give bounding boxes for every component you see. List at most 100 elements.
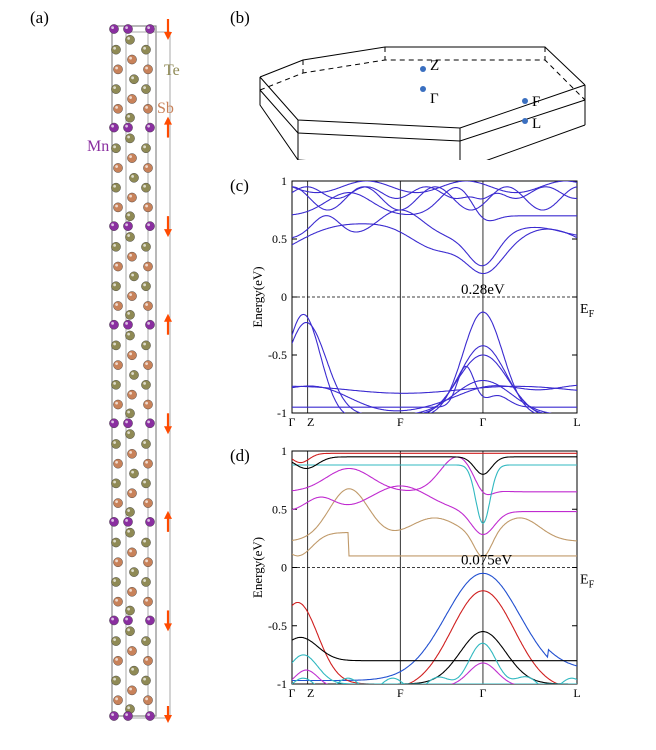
- mn-atom: [109, 319, 119, 330]
- ytick-label: 0.5: [272, 232, 287, 246]
- kpoint-label: Γ: [289, 686, 296, 700]
- sb-atom: [143, 163, 153, 173]
- te-atom: [125, 34, 135, 45]
- te-atom: [141, 143, 151, 154]
- band-line: [450, 662, 516, 684]
- ytick-label: 0: [281, 561, 287, 575]
- band-line: [292, 223, 577, 275]
- bz-point-z: [420, 66, 426, 72]
- te-atom: [111, 577, 121, 587]
- mn-atom: [109, 711, 119, 721]
- sb-atom: [113, 596, 123, 607]
- te-atom: [125, 330, 135, 341]
- mn-atom: [109, 24, 119, 34]
- band-line: [292, 488, 577, 558]
- band-line: [292, 642, 577, 684]
- bz-point-gamma: [420, 86, 426, 92]
- te-atom: [111, 182, 121, 193]
- te-atom: [129, 567, 139, 577]
- fermi-label: EF: [580, 302, 595, 320]
- te-atom: [125, 133, 135, 144]
- sb-atom: [143, 498, 153, 508]
- mn-atom: [145, 319, 155, 330]
- ytick-label: -0.5: [268, 348, 287, 362]
- te-atom: [111, 84, 121, 94]
- panel-label-d: (d): [230, 446, 250, 465]
- spin-arrow-down: [164, 610, 172, 632]
- te-atom: [111, 537, 121, 548]
- te-atom: [141, 537, 151, 548]
- te-label: Te: [164, 62, 180, 79]
- sb-atom: [113, 64, 123, 75]
- panel-label-b: (b): [230, 8, 250, 27]
- sb-atom: [113, 202, 123, 213]
- te-atom: [141, 636, 151, 646]
- sb-atom: [113, 399, 123, 410]
- panel-label-a: (a): [30, 8, 49, 27]
- band-line: [292, 452, 577, 464]
- te-atom: [141, 281, 151, 292]
- band-line: [292, 601, 577, 684]
- sb-atom: [127, 350, 137, 361]
- te-atom: [125, 408, 135, 419]
- band-line: [429, 311, 537, 413]
- mn-atom: [145, 221, 155, 231]
- mn-atom: [145, 418, 155, 429]
- te-atom: [129, 271, 139, 282]
- te-atom: [141, 675, 151, 686]
- sb-atom: [113, 695, 123, 706]
- sb-atom: [127, 192, 137, 203]
- te-atom: [141, 379, 151, 390]
- spin-arrow-up: [164, 510, 172, 532]
- te-atom: [111, 241, 121, 252]
- band-line: [292, 636, 577, 662]
- bz-label-gamma: Γ: [430, 91, 439, 107]
- mn-atom: [123, 319, 133, 330]
- band-line: [292, 572, 577, 682]
- sb-atom: [143, 360, 153, 370]
- mn-atom: [109, 517, 119, 527]
- sb-atom: [127, 389, 137, 400]
- sb-atom: [127, 685, 137, 696]
- band-line: [292, 385, 577, 394]
- te-atom: [111, 44, 121, 55]
- band-line: [292, 186, 577, 211]
- ytick-label: -0.5: [268, 619, 287, 633]
- spin-arrow-up: [164, 116, 172, 138]
- sb-atom: [127, 587, 137, 597]
- bz-top-back: [259, 46, 586, 86]
- sb-atom: [127, 488, 137, 499]
- crystal-structure: [109, 19, 172, 723]
- mn-atom: [145, 24, 155, 34]
- sb-atom: [127, 448, 137, 459]
- te-atom: [141, 84, 151, 94]
- sb-atom: [113, 301, 123, 311]
- mn-atom: [145, 615, 155, 626]
- sb-atom: [143, 458, 153, 469]
- te-atom: [111, 281, 121, 292]
- te-atom: [129, 74, 139, 85]
- band-line: [292, 464, 577, 524]
- sb-atom: [143, 261, 153, 272]
- sb-atom: [143, 656, 153, 666]
- mn-atom: [123, 711, 133, 721]
- bz-label-l: L: [532, 116, 541, 132]
- sb-atom: [127, 94, 137, 104]
- spin-arrow-down: [164, 216, 172, 238]
- ytick-label: 1: [281, 176, 287, 188]
- te-atom: [125, 232, 135, 242]
- mn-atom: [145, 711, 155, 721]
- gap-label: 0.075eV: [461, 553, 512, 569]
- sb-atom: [127, 153, 137, 163]
- mn-atom: [123, 418, 133, 429]
- sb-atom: [113, 656, 123, 666]
- mn-atom: [123, 24, 133, 34]
- te-atom: [141, 577, 151, 587]
- sb-atom: [113, 498, 123, 508]
- mn-atom: [123, 221, 133, 231]
- brillouin-zone: Z Γ F L: [259, 46, 586, 160]
- band-line: [292, 365, 577, 408]
- mn-atom: [109, 221, 119, 231]
- spin-arrow-up: [164, 313, 172, 335]
- band-line: [406, 590, 559, 684]
